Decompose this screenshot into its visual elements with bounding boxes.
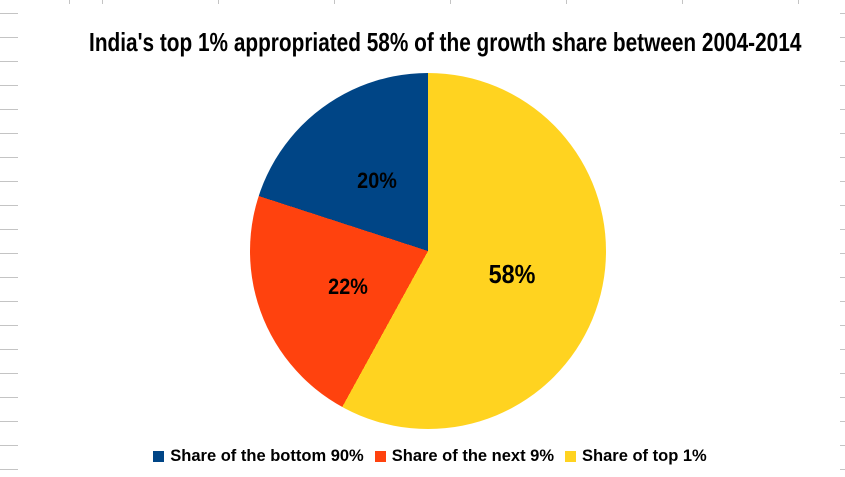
- pie-data-label-bottom-90: 20%: [357, 168, 397, 193]
- pie-data-label-top-1: 58%: [488, 259, 536, 289]
- legend-item-next-9: Share of the next 9%: [374, 447, 555, 465]
- legend-swatch-blue-icon: [153, 450, 165, 462]
- sheet-row-gridline-stubs-right: [840, 0, 845, 477]
- legend-swatch-orange-icon: [374, 450, 386, 462]
- legend-item-top-1: Share of top 1%: [565, 447, 707, 465]
- sheet-row-gridline-stubs-left: [0, 0, 18, 477]
- legend-label-next-9: Share of the next 9%: [391, 447, 555, 465]
- chart-legend[interactable]: Share of the bottom 90% Share of the nex…: [0, 447, 845, 465]
- legend-item-bottom-90: Share of the bottom 90%: [153, 447, 364, 465]
- pie-circle[interactable]: [250, 73, 606, 429]
- sheet-column-gridline-stubs: [0, 0, 845, 4]
- pie-data-label-next-9: 22%: [328, 274, 368, 299]
- legend-label-top-1: Share of top 1%: [582, 447, 707, 465]
- chart-title-area: India's top 1% appropriated 58% of the g…: [0, 28, 845, 57]
- legend-swatch-yellow-icon: [565, 450, 577, 462]
- chart-title: India's top 1% appropriated 58% of the g…: [89, 27, 802, 57]
- legend-label-bottom-90: Share of the bottom 90%: [170, 447, 364, 465]
